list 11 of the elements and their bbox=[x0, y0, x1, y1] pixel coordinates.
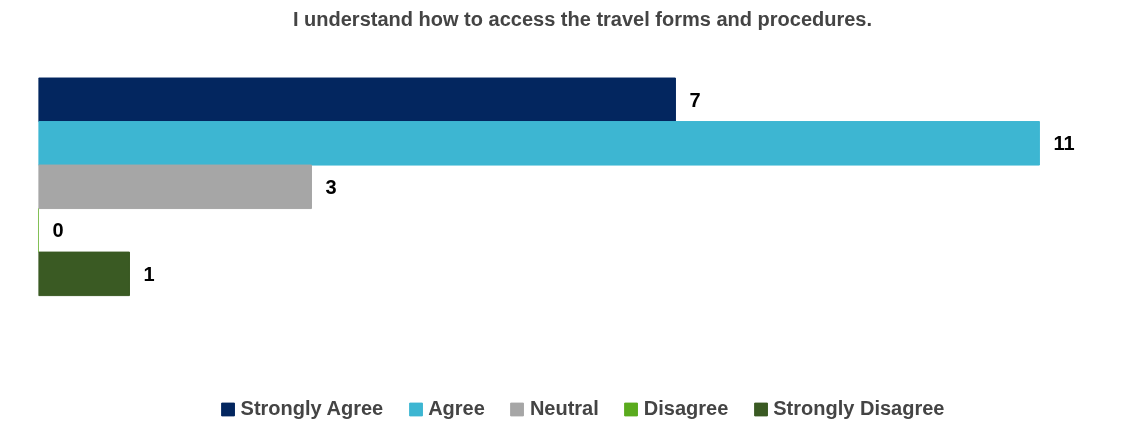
legend-label: Agree bbox=[428, 397, 485, 420]
data-label: 11 bbox=[1053, 132, 1075, 155]
data-label: 0 bbox=[52, 219, 64, 242]
data-label: 3 bbox=[325, 175, 337, 198]
legend-label: Strongly Agree bbox=[240, 397, 384, 420]
chart-title: I understand how to access the travel forms and procedures. bbox=[292, 7, 873, 30]
legend-label: Strongly Disagree bbox=[773, 397, 945, 420]
legend-label: Neutral bbox=[529, 397, 599, 420]
legend-label: Disagree bbox=[643, 397, 729, 420]
data-label: 1 bbox=[143, 262, 155, 285]
data-label: 7 bbox=[689, 88, 701, 111]
